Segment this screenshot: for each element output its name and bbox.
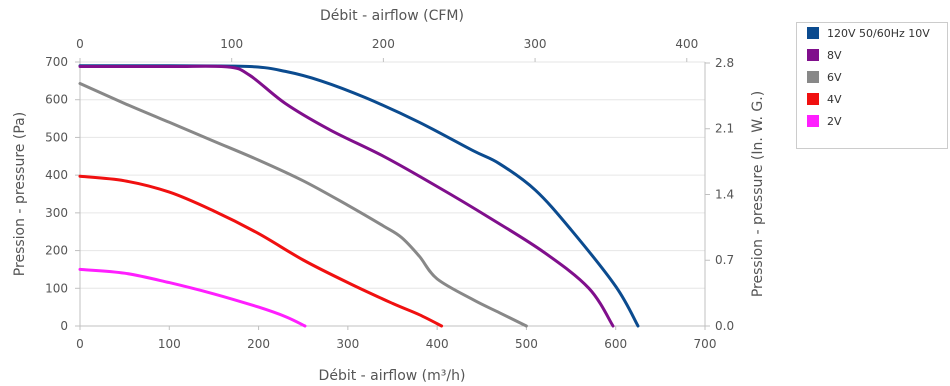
legend-swatch: [807, 27, 819, 39]
x2-tick-label: 400: [675, 37, 698, 51]
legend-swatch: [807, 115, 819, 127]
y2-tick-label: 1.4: [715, 187, 734, 201]
x-tick-label: 500: [515, 337, 538, 351]
y2-axis-title: Pression - pressure (In. W. G.): [750, 91, 766, 297]
x-tick-label: 0: [76, 337, 84, 351]
y-tick-label: 100: [45, 281, 68, 295]
y-axis-title: Pression - pressure (Pa): [12, 112, 28, 276]
legend-item[interactable]: 6V: [807, 69, 842, 85]
x-tick-label: 400: [426, 337, 449, 351]
series-line-2v[interactable]: [78, 267, 307, 328]
legend-item[interactable]: 4V: [807, 91, 842, 107]
x2-tick-label: 200: [372, 37, 395, 51]
legend-label: 2V: [827, 114, 842, 128]
legend-swatch: [807, 93, 819, 105]
legend-label: 8V: [827, 48, 842, 62]
grid-lines: [75, 58, 710, 330]
y2-tick-label: 2.1: [715, 122, 734, 136]
y-tick-label: 300: [45, 206, 68, 220]
legend-swatch: [807, 71, 819, 83]
legend-item[interactable]: 2V: [807, 113, 842, 129]
y-tick-label: 0: [60, 319, 68, 333]
x-tick-label: 600: [604, 337, 627, 351]
legend-swatch: [807, 49, 819, 61]
y2-tick-label: 0.0: [715, 319, 734, 333]
x2-tick-label: 300: [524, 37, 547, 51]
series-line-8v[interactable]: [78, 64, 615, 328]
x2-tick-label: 100: [220, 37, 243, 51]
legend-item[interactable]: 120V 50/60Hz 10V: [807, 25, 930, 41]
y2-tick-label: 2.8: [715, 56, 734, 70]
x2-axis-title: Débit - airflow (CFM): [320, 8, 464, 24]
y-tick-label: 600: [45, 93, 68, 107]
legend: 120V 50/60Hz 10V 8V 6V 4V 2V: [796, 22, 948, 149]
legend-label: 120V 50/60Hz 10V: [827, 26, 930, 40]
y-tick-label: 200: [45, 244, 68, 258]
x-tick-label: 300: [336, 337, 359, 351]
x-tick-label: 700: [694, 337, 717, 351]
series-line-120v-50-60hz-10v[interactable]: [78, 64, 640, 328]
legend-label: 6V: [827, 70, 842, 84]
x2-tick-label: 0: [76, 37, 84, 51]
x-axis-title: Débit - airflow (m³/h): [319, 368, 466, 384]
y-tick-label: 400: [45, 168, 68, 182]
x-tick-label: 200: [247, 337, 270, 351]
series-line-4v[interactable]: [78, 174, 444, 328]
y-tick-label: 700: [45, 55, 68, 69]
legend-label: 4V: [827, 92, 842, 106]
series-group: [78, 64, 640, 328]
series-line-6v[interactable]: [78, 82, 528, 328]
y-tick-label: 500: [45, 130, 68, 144]
tick-labels: 0 100 200 300 400 500 600 700 0 100 200 300 400 500 60…: [45, 37, 734, 351]
legend-item[interactable]: 8V: [807, 47, 842, 63]
x-tick-label: 100: [158, 337, 181, 351]
y2-tick-label: 0.7: [715, 253, 734, 267]
